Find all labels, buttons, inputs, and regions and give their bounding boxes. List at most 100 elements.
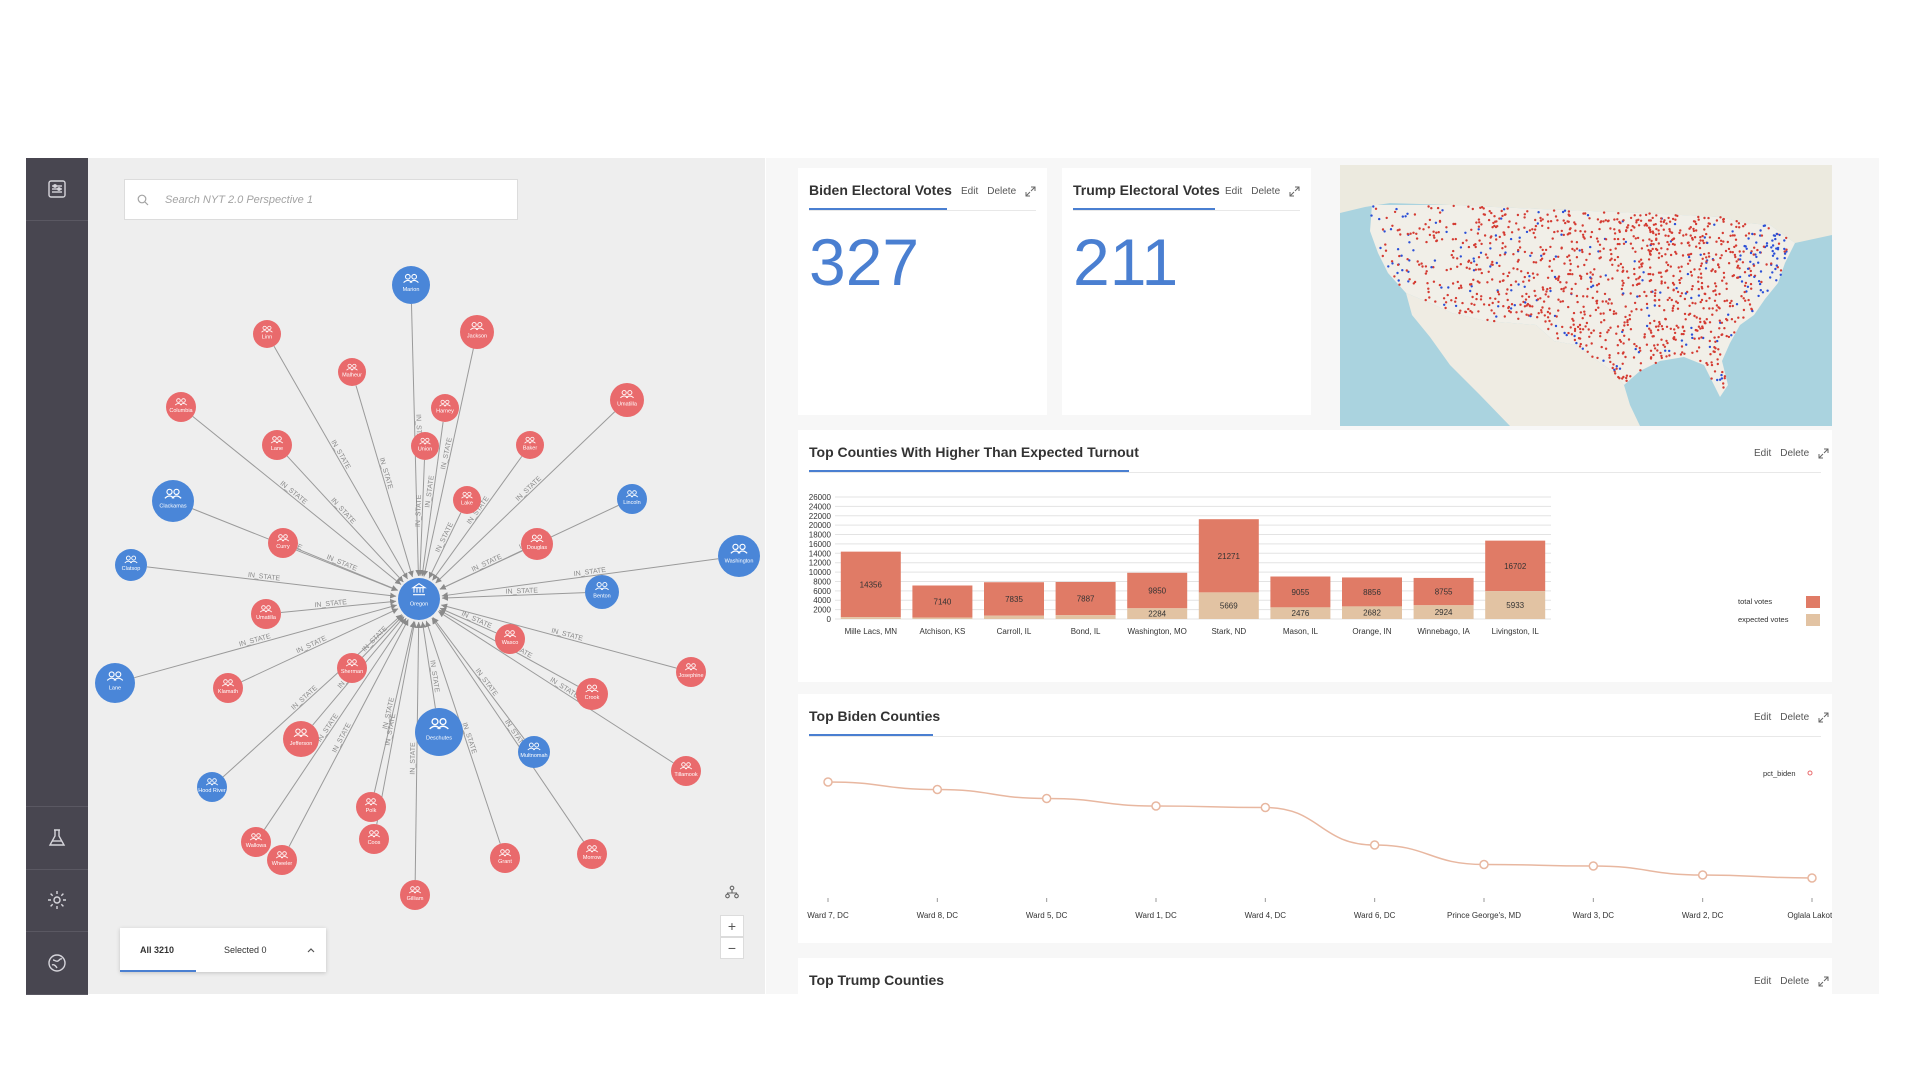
county-node[interactable]: Harney xyxy=(431,394,459,422)
card-actions: Edit Delete xyxy=(961,186,1036,197)
county-node[interactable]: Clatsop xyxy=(115,549,147,581)
county-node[interactable]: Coos xyxy=(359,824,389,854)
y-tick-label: 22000 xyxy=(809,512,832,521)
edit-button[interactable]: Edit xyxy=(1754,976,1772,987)
graph-canvas[interactable]: IN_STATE IN_STATE IN_STATE IN_STATE IN_STATE… xyxy=(88,158,765,994)
county-dot xyxy=(1698,268,1701,271)
county-dot xyxy=(1759,289,1762,292)
county-node[interactable]: Tillamook xyxy=(671,756,701,786)
turnout-bar-chart[interactable]: 2600024000220002000018000160001400012000… xyxy=(798,492,1832,672)
county-dot xyxy=(1509,307,1513,310)
county-dot xyxy=(1605,300,1608,303)
county-map[interactable] xyxy=(1340,165,1832,426)
county-dot xyxy=(1581,347,1584,350)
county-dot xyxy=(1735,220,1738,223)
edit-button[interactable]: Edit xyxy=(1225,186,1243,197)
county-node[interactable]: Union xyxy=(411,432,439,460)
county-dot xyxy=(1688,244,1691,247)
settings-icon[interactable] xyxy=(26,869,88,932)
county-node[interactable]: Gilliam xyxy=(400,880,430,910)
county-node[interactable]: Morrow xyxy=(577,839,607,869)
node-label: Clatsop xyxy=(122,566,141,572)
county-node[interactable]: Deschutes xyxy=(415,708,463,756)
delete-button[interactable]: Delete xyxy=(987,186,1017,197)
expand-icon[interactable] xyxy=(1818,712,1829,723)
county-dot xyxy=(1540,257,1544,260)
county-dot xyxy=(1526,271,1530,275)
county-dot xyxy=(1626,320,1629,324)
county-node[interactable]: Crook xyxy=(576,678,608,710)
county-node[interactable]: Multnomah xyxy=(518,736,550,768)
tab-selected[interactable]: Selected 0 xyxy=(224,945,267,955)
search-input[interactable] xyxy=(163,192,467,207)
county-node[interactable]: Wheeler xyxy=(267,845,297,875)
county-node[interactable]: Klamath xyxy=(213,673,243,703)
zoom-in-button[interactable]: + xyxy=(720,915,744,937)
county-node[interactable]: Lane xyxy=(262,430,292,460)
county-node[interactable]: Sherman xyxy=(337,653,367,683)
county-node[interactable]: Wasco xyxy=(495,624,525,654)
county-dot xyxy=(1649,272,1652,276)
county-node[interactable]: Lake xyxy=(453,486,481,514)
delete-button[interactable]: Delete xyxy=(1780,448,1810,459)
county-node[interactable]: Curry xyxy=(268,528,298,558)
county-node[interactable]: Marion xyxy=(392,266,430,304)
county-node[interactable]: Polk xyxy=(356,792,386,822)
expand-icon[interactable] xyxy=(1025,186,1036,197)
county-node[interactable]: Douglas xyxy=(521,528,553,560)
layout-hierarchy-icon[interactable] xyxy=(720,881,744,903)
county-dot xyxy=(1613,368,1616,371)
x-tick-label: Ward 8, DC xyxy=(917,911,959,920)
graph-view[interactable]: IN_STATEIN_STATEIN_STATEIN_STATEIN_STATE… xyxy=(88,158,765,994)
x-tick-label: Ward 1, DC xyxy=(1135,911,1177,920)
state-node[interactable]: Oregon xyxy=(398,578,440,620)
delete-button[interactable]: Delete xyxy=(1780,976,1810,987)
zoom-out-button[interactable]: − xyxy=(720,937,744,959)
county-node[interactable]: Washington xyxy=(718,535,760,577)
county-dot xyxy=(1670,231,1674,234)
node-circle xyxy=(283,721,319,757)
county-node[interactable]: Columbia xyxy=(166,392,196,422)
perspective-icon[interactable] xyxy=(26,158,88,221)
county-node[interactable]: Clackamas xyxy=(152,480,194,522)
county-node[interactable]: Linn xyxy=(253,320,281,348)
collapse-button[interactable] xyxy=(306,928,316,972)
biden-counties-line-chart[interactable]: Ward 7, DC Ward 8, DC Ward 5, DC Ward 1, DC… xyxy=(798,740,1832,940)
county-dot xyxy=(1674,338,1677,341)
expand-icon[interactable] xyxy=(1818,976,1829,987)
expand-icon[interactable] xyxy=(1289,186,1300,197)
county-dot xyxy=(1595,302,1599,305)
delete-button[interactable]: Delete xyxy=(1251,186,1281,197)
expand-icon[interactable] xyxy=(1818,448,1829,459)
edit-button[interactable]: Edit xyxy=(961,186,979,197)
county-node[interactable]: Umatilla xyxy=(610,383,644,417)
map-canvas[interactable] xyxy=(1340,165,1832,426)
edit-button[interactable]: Edit xyxy=(1754,712,1772,723)
county-dot xyxy=(1506,298,1509,302)
county-node[interactable]: Hood River xyxy=(197,772,227,802)
flask-icon[interactable] xyxy=(26,806,88,870)
county-node[interactable]: Lane xyxy=(95,663,135,703)
delete-button[interactable]: Delete xyxy=(1780,712,1810,723)
county-node[interactable]: Benton xyxy=(585,575,619,609)
tab-all[interactable]: All 3210 xyxy=(140,945,175,955)
county-node[interactable]: Malheur xyxy=(338,358,366,386)
county-node[interactable]: Wallowa xyxy=(241,827,271,857)
county-node[interactable]: Josephine xyxy=(676,657,706,687)
county-dot xyxy=(1680,277,1683,280)
plugins-icon[interactable] xyxy=(26,932,88,995)
county-node[interactable]: Grant xyxy=(490,843,520,873)
county-dot xyxy=(1452,204,1455,208)
county-node[interactable]: Jackson xyxy=(460,315,494,349)
county-dot xyxy=(1591,273,1594,276)
county-dot xyxy=(1493,224,1496,228)
county-node[interactable]: Umatilla xyxy=(251,599,281,629)
county-dot xyxy=(1475,263,1478,266)
county-node[interactable]: Baker xyxy=(516,431,544,459)
county-dot xyxy=(1708,222,1711,225)
county-dot xyxy=(1703,216,1706,220)
county-node[interactable]: Lincoln xyxy=(617,484,647,514)
county-node[interactable]: Jefferson xyxy=(283,721,319,757)
edit-button[interactable]: Edit xyxy=(1754,448,1772,459)
search-bar[interactable] xyxy=(124,179,518,220)
